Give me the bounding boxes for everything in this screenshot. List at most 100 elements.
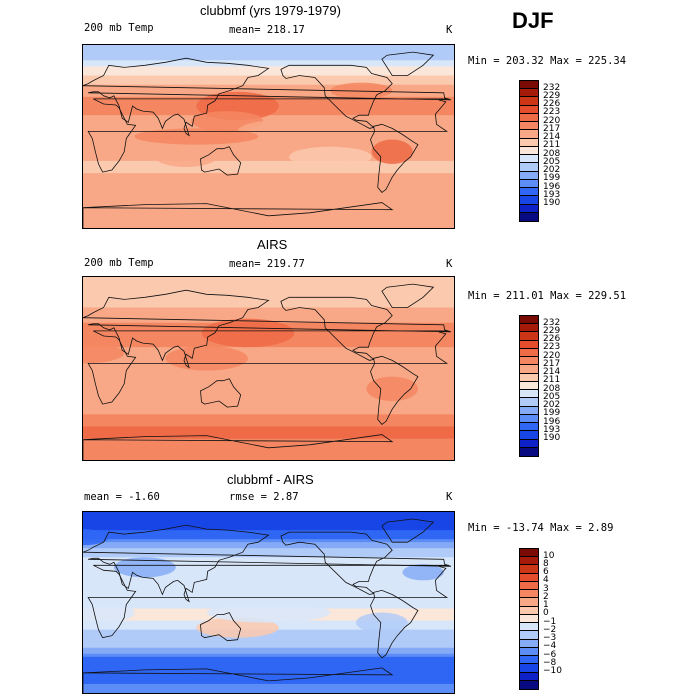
colorbar-swatch (520, 573, 538, 582)
coastline (83, 57, 452, 137)
colorbar-tick-label: 3 (543, 583, 549, 594)
heatmap-band (83, 408, 454, 412)
colorbar-tick-label: 0 (543, 608, 549, 619)
colorbar-swatch (520, 680, 538, 689)
heatmap-band (83, 447, 454, 452)
heatmap-band (83, 200, 454, 205)
heatmap-band (83, 575, 454, 579)
heatmap-band (83, 63, 454, 67)
heatmap-band (83, 362, 454, 367)
heatmap-band (83, 671, 454, 676)
heatmap-band (83, 593, 454, 598)
colorbar-swatch (520, 647, 538, 657)
heatmap-band (83, 539, 454, 543)
heatmap-band (83, 674, 454, 679)
heatmap-region (103, 385, 187, 403)
colorbar-tick-label: 226 (543, 99, 561, 110)
colorbar-tick-label: 202 (543, 165, 561, 176)
heatmap-region (134, 128, 259, 145)
heatmap-band (83, 224, 454, 228)
heatmap-band (83, 680, 454, 685)
colorbar-tick-label: 214 (543, 132, 561, 143)
heatmap-band (83, 359, 454, 363)
heatmap-band (83, 154, 454, 159)
heatmap-band (83, 185, 454, 189)
colorbar-swatch (520, 155, 538, 164)
coastline (370, 123, 419, 193)
heatmap-band (83, 289, 454, 293)
heatmap-band (83, 81, 454, 86)
colorbar-swatch (520, 439, 538, 448)
heatmap-band (83, 587, 454, 592)
colorbar-tick-label: 208 (543, 383, 561, 394)
heatmap-band (83, 386, 454, 391)
colorbar-tick-label: 196 (543, 416, 561, 427)
heatmap-band (83, 395, 454, 400)
heatmap-band (83, 283, 454, 287)
heatmap-band (83, 301, 454, 306)
heatmap-band (83, 569, 454, 573)
panel-2-units: K (446, 258, 453, 270)
panel-3-title: clubbmf - AIRS (227, 472, 314, 487)
heatmap-band (83, 167, 454, 171)
heatmap-band (83, 157, 454, 162)
coastline (83, 202, 394, 228)
heatmap-band (83, 218, 454, 223)
heatmap-band (83, 206, 454, 211)
colorbar-swatch (520, 447, 538, 456)
heatmap-region (366, 376, 418, 402)
panel-1-title: clubbmf (yrs 1979-1979) (200, 3, 341, 18)
colorbar-swatch (520, 565, 538, 574)
colorbar-tick-label: −4 (543, 641, 557, 652)
panel-1-map-svg (83, 45, 454, 228)
heatmap-band (83, 399, 454, 403)
heatmap-band (83, 194, 454, 199)
heatmap-band (83, 677, 454, 682)
heatmap-band (83, 420, 454, 424)
heatmap-band (83, 584, 454, 589)
heatmap-band (83, 304, 454, 309)
coastline (381, 51, 435, 76)
heatmap-band (83, 662, 454, 667)
colorbar-swatch (520, 340, 538, 349)
heatmap-band (83, 435, 454, 440)
heatmap-band (83, 542, 454, 546)
colorbar-tick-label: 190 (543, 198, 561, 209)
heatmap-band (83, 316, 454, 321)
panel-3-map-svg (83, 512, 454, 693)
colorbar-swatch (520, 146, 538, 156)
heatmap-band (83, 444, 454, 449)
heatmap-band (83, 530, 454, 534)
heatmap-band (83, 572, 454, 576)
colorbar-swatch (520, 113, 538, 123)
colorbar-swatch (520, 89, 538, 98)
heatmap-band (83, 163, 454, 168)
panel-1-range: Min = 203.32 Max = 225.34 (468, 55, 627, 67)
heatmap-band (83, 115, 454, 119)
colorbar-swatch (520, 639, 538, 648)
heatmap-band (83, 45, 454, 49)
heatmap-band (83, 176, 454, 180)
heatmap-band (83, 295, 454, 299)
heatmap-band (83, 441, 454, 446)
heatmap-band (83, 518, 454, 522)
colorbar-swatch (520, 614, 538, 624)
heatmap-band (83, 653, 454, 658)
coastline (200, 378, 242, 408)
heatmap-band (83, 414, 454, 418)
colorbar-tick-label: −10 (543, 666, 562, 677)
coastline (83, 667, 394, 693)
panel-3-colorbar (519, 548, 539, 690)
heatmap-band (83, 191, 454, 196)
colorbar-swatch (520, 557, 538, 566)
heatmap-band (83, 423, 454, 428)
heatmap-band (83, 635, 454, 640)
panel-2-mean-label: mean= 219.77 (229, 258, 305, 270)
heatmap-band (83, 638, 454, 643)
heatmap-band (83, 578, 454, 582)
colorbar-swatch (520, 398, 538, 407)
heatmap-band (83, 221, 454, 226)
colorbar-swatch (520, 188, 538, 197)
colorbar-swatch (520, 423, 538, 432)
heatmap-region (201, 318, 295, 348)
